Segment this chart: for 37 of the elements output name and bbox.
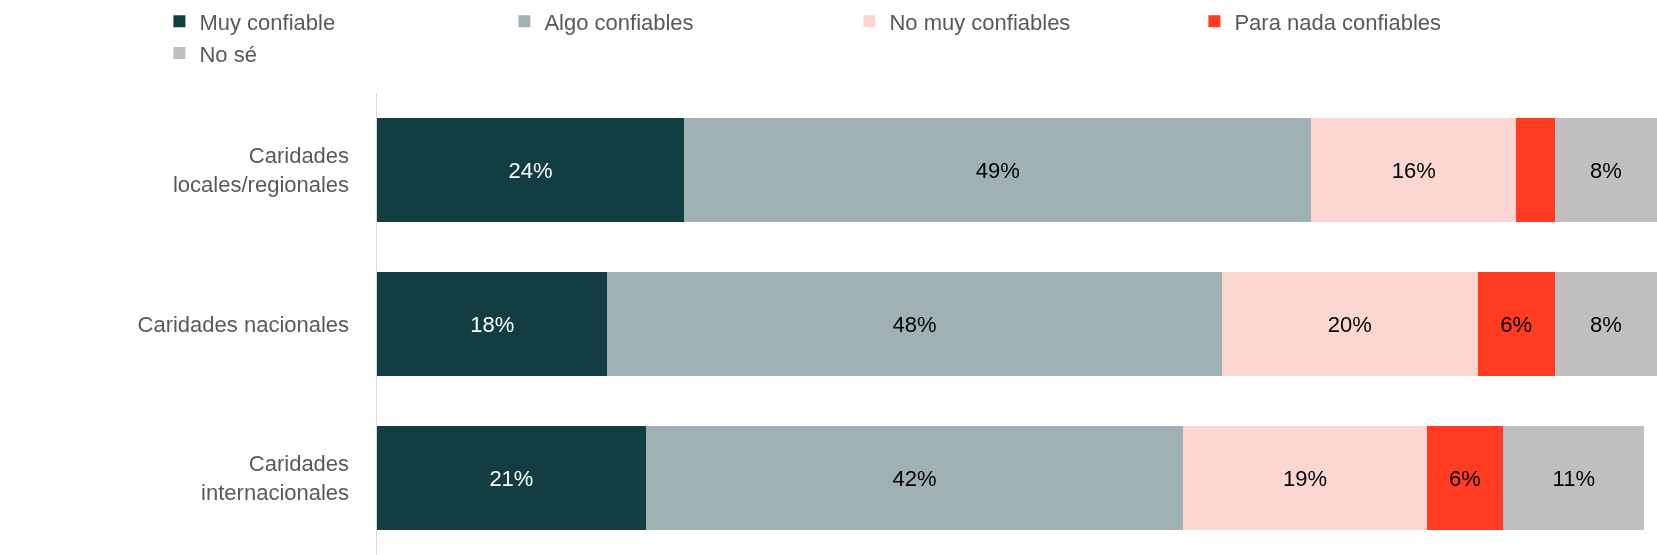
data-label: 8% (1589, 311, 1622, 337)
bar (1183, 426, 1427, 530)
data-label: 18% (470, 311, 515, 337)
bar (1426, 426, 1504, 530)
data-label: 24% (508, 157, 553, 183)
data-label: 42% (892, 465, 937, 491)
bar (607, 272, 1222, 376)
bar (1554, 118, 1657, 222)
bar (377, 272, 608, 376)
legend-label: No muy confiables (889, 9, 1071, 35)
bar (1503, 426, 1645, 530)
bar (684, 118, 1312, 222)
data-label: 6% (1500, 311, 1533, 337)
bar (1221, 272, 1478, 376)
legend-label: Muy confiable (199, 9, 336, 35)
bar (1311, 118, 1517, 222)
bar (645, 426, 1184, 530)
data-label: 19% (1282, 465, 1328, 491)
y-tick-label: Caridades internacionales (201, 451, 350, 505)
y-tick-label: Caridades locales/regionales (172, 143, 350, 197)
legend-label: No sé (199, 41, 257, 67)
bar (1477, 272, 1555, 376)
data-label: 48% (892, 311, 937, 337)
bar (377, 426, 646, 530)
data-label: 20% (1327, 311, 1372, 337)
data-label: 8% (1589, 157, 1622, 183)
data-label: 11% (1552, 465, 1595, 491)
data-label: 16% (1391, 157, 1436, 183)
bar (377, 118, 685, 222)
data-label: 6% (1449, 465, 1481, 491)
data-label: 21% (489, 465, 534, 491)
y-tick-label: Caridades nacionales (137, 311, 350, 337)
data-label: 49% (975, 157, 1020, 183)
bar (1516, 118, 1555, 222)
legend-label: Para nada confiables (1234, 9, 1442, 35)
bar (1554, 272, 1657, 376)
legend-label: Algo confiables (544, 9, 694, 35)
